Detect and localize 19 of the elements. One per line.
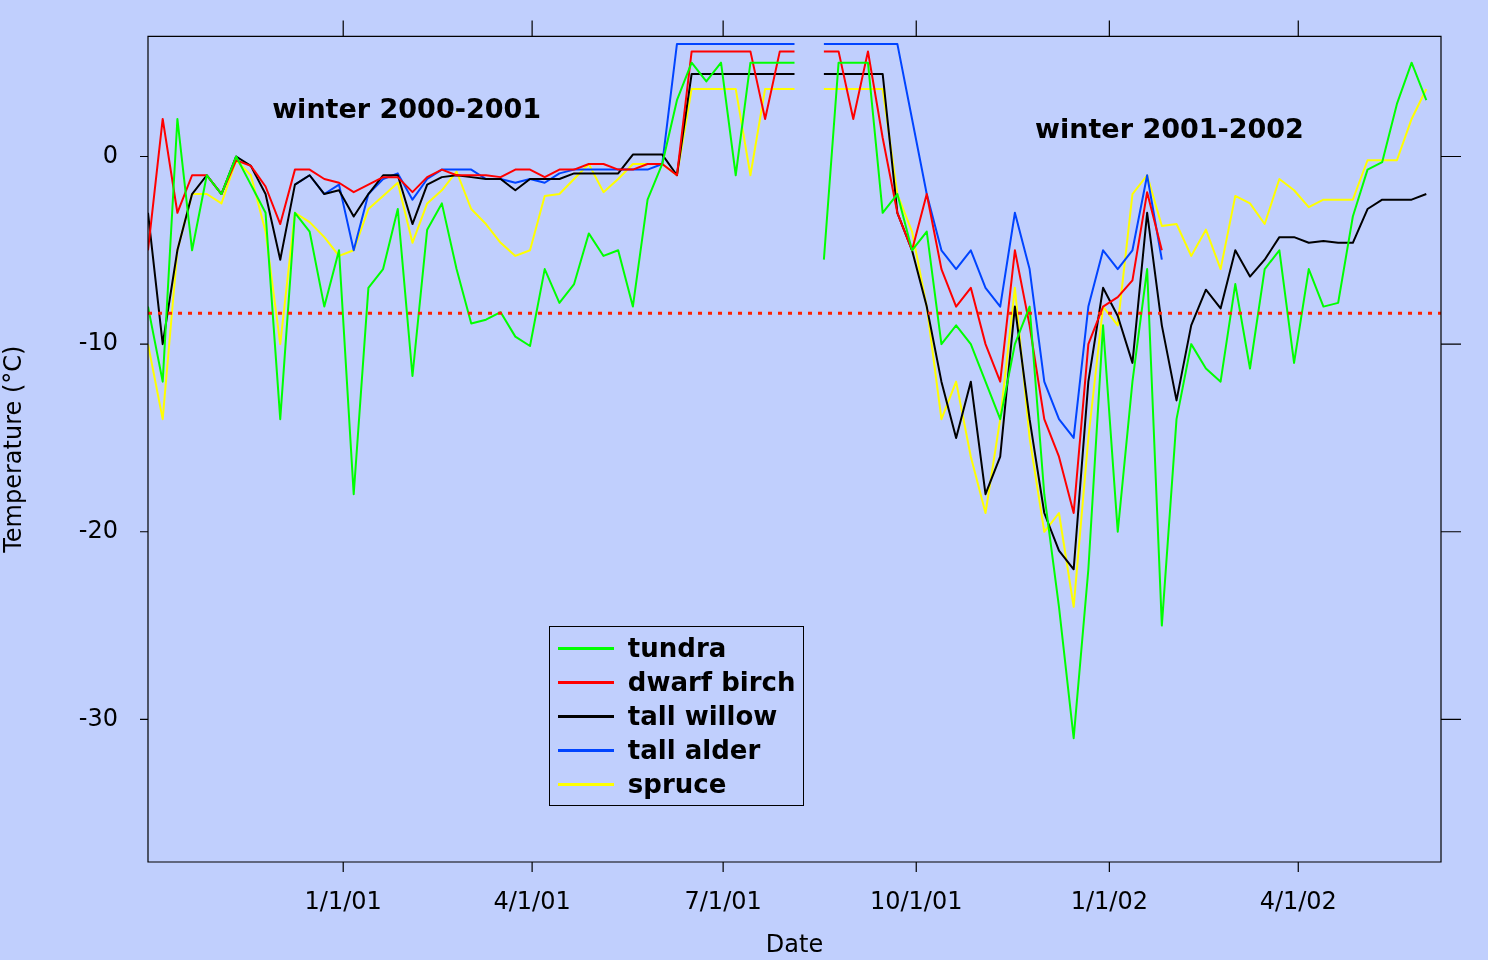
y-tick-label: -10 bbox=[78, 328, 118, 357]
legend-label: spruce bbox=[627, 769, 727, 799]
x-axis-title: Date bbox=[765, 929, 824, 958]
x-tick-label: 4/1/01 bbox=[493, 886, 571, 915]
legend-label: tundra bbox=[627, 633, 727, 663]
x-tick-label: 1/1/01 bbox=[304, 886, 382, 915]
x-tick-label: 4/1/02 bbox=[1259, 886, 1337, 915]
annotation: winter 2000-2001 bbox=[272, 92, 542, 124]
legend-label: tall willow bbox=[627, 701, 778, 731]
x-tick-label: 10/1/01 bbox=[869, 886, 963, 915]
legend-label: tall alder bbox=[627, 735, 761, 765]
y-tick-label: -20 bbox=[78, 515, 118, 544]
x-tick-label: 7/1/01 bbox=[684, 886, 762, 915]
y-tick-label: 0 bbox=[102, 140, 118, 169]
legend-label: dwarf birch bbox=[627, 667, 796, 697]
x-tick-label: 1/1/02 bbox=[1070, 886, 1148, 915]
annotation: winter 2001-2002 bbox=[1035, 113, 1304, 145]
y-axis-title: Temperature (°C) bbox=[0, 345, 27, 554]
y-tick-label: -30 bbox=[78, 703, 118, 732]
